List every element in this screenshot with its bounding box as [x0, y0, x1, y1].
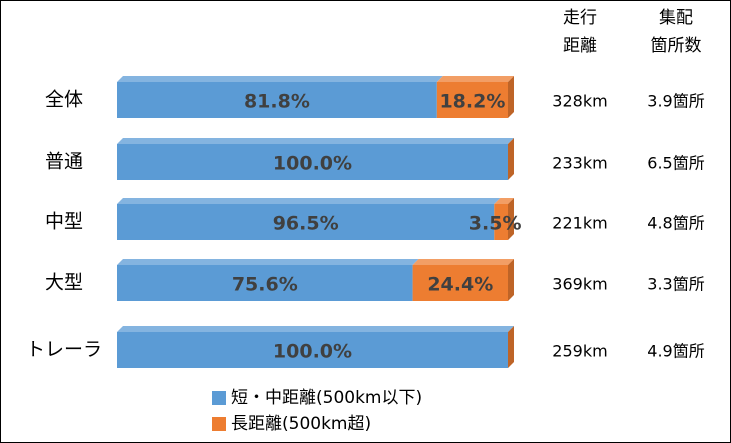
- column-header: 距離: [563, 36, 597, 56]
- bar-segment-top: [117, 138, 514, 144]
- value-label: 81.8%: [244, 91, 310, 113]
- value-label: 18.2%: [439, 91, 505, 113]
- column-value: 4.8箇所: [647, 214, 704, 233]
- category-label: 中型: [45, 211, 83, 233]
- legend-swatch: [212, 391, 226, 405]
- value-label: 100.0%: [273, 153, 352, 175]
- bar-segment: [117, 265, 413, 301]
- bar-side: [508, 326, 514, 368]
- bar-side: [508, 138, 514, 180]
- bar-segment: [117, 204, 495, 240]
- column-value: 328km: [552, 92, 607, 111]
- column-value: 6.5箇所: [647, 154, 704, 173]
- column-header: 走行: [563, 8, 597, 28]
- legend-label: 短・中距離(500km以下): [231, 388, 422, 408]
- category-label: 大型: [45, 272, 83, 294]
- column-value: 259km: [552, 342, 607, 361]
- bar-side: [508, 198, 514, 240]
- bar-segment-top: [117, 198, 501, 204]
- column-value: 369km: [552, 275, 607, 294]
- bar-segment-top: [412, 259, 514, 265]
- bar-segment-top: [436, 76, 514, 82]
- bar-segment-top: [117, 259, 419, 265]
- category-label: 全体: [45, 89, 83, 111]
- legend-label: 長距離(500km超): [231, 414, 371, 434]
- bar-segment: [412, 265, 508, 301]
- bar-side: [508, 259, 514, 301]
- column-value: 233km: [552, 154, 607, 173]
- bar-side: [508, 76, 514, 118]
- value-label: 24.4%: [427, 274, 493, 296]
- legend-swatch: [212, 417, 226, 431]
- bar-segment-top: [117, 76, 443, 82]
- category-label: 普通: [45, 151, 83, 173]
- bar-segment: [117, 332, 508, 368]
- column-value: 3.9箇所: [647, 92, 704, 111]
- bar-segment: [494, 204, 508, 240]
- bar-segment: [436, 82, 508, 118]
- category-label: トレーラ: [26, 339, 102, 361]
- column-header: 集配: [659, 8, 693, 28]
- value-label: 96.5%: [273, 213, 339, 235]
- column-value: 4.9箇所: [647, 342, 704, 361]
- column-header: 箇所数: [651, 36, 702, 56]
- bar-segment: [117, 82, 437, 118]
- value-label: 3.5%: [469, 213, 522, 235]
- bar-segment-top: [494, 198, 514, 204]
- column-value: 221km: [552, 214, 607, 233]
- bar-segment-top: [117, 326, 514, 332]
- value-label: 100.0%: [273, 341, 352, 363]
- column-value: 3.3箇所: [647, 275, 704, 294]
- bar-segment: [117, 144, 508, 180]
- value-label: 75.6%: [232, 274, 298, 296]
